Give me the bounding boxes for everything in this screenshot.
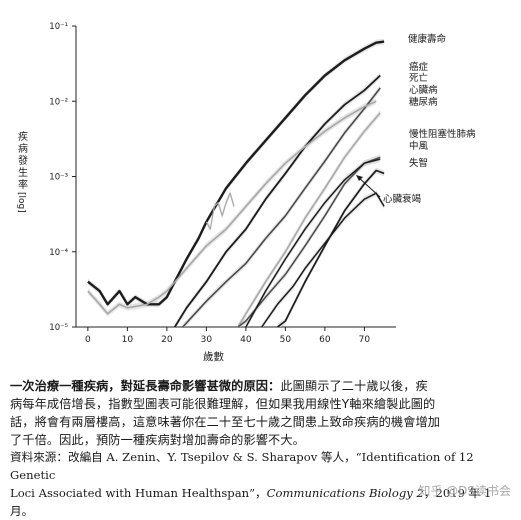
- series-band: [174, 72, 381, 327]
- series-label-7: 失智: [409, 157, 428, 169]
- x-axis-label: 歲數: [203, 350, 224, 363]
- caption-line-2: 病每年成倍增長，指數型圖表可能很難理解，但如果我用線性Y軸來繪製此圖的: [10, 397, 436, 411]
- series-label-1: 癌症: [409, 61, 429, 73]
- annotation-arrow-line: [357, 176, 381, 198]
- y-tick-label: 10⁻⁵: [49, 323, 68, 333]
- annotation-arrow-head: [356, 175, 363, 181]
- source-journal: Communications Biology 2: [266, 486, 424, 500]
- series-band: [87, 98, 377, 317]
- x-tick-label: 70: [359, 335, 371, 345]
- y-tick-label: 10⁻¹: [49, 22, 68, 32]
- y-tick-label: 10⁻²: [49, 97, 68, 107]
- series-label-4: 糖尿病: [409, 96, 438, 108]
- series-line-2: [182, 87, 381, 327]
- x-tick-label: 40: [240, 335, 252, 345]
- series-label-0: 健康壽命: [408, 33, 447, 45]
- series-label-8: 心臟衰竭: [383, 193, 421, 205]
- series-band: [182, 85, 381, 327]
- x-tick-label: 0: [85, 335, 91, 345]
- series-line-0: [87, 40, 385, 306]
- series-line-unlabeled: [205, 192, 235, 230]
- watermark: 知乎 @DS读书会: [418, 484, 511, 498]
- caption-line-1: 此圖顯示了二十歲以後，疾: [280, 379, 428, 393]
- series-line-5: [237, 156, 381, 327]
- series-line-8: [261, 192, 385, 327]
- confidence-bands: [87, 38, 385, 327]
- y-axis-scale-label: [log]: [16, 192, 26, 213]
- y-axis-label: 疾病發生率: [16, 130, 28, 191]
- caption-line-3: 話，將會有兩層樓高，這意味著你在二十至七十歲之間患上致命疾病的機會增加: [10, 415, 441, 429]
- caption-lead: 一次治療一種疾病，對延長壽命影響甚微的原因：: [10, 379, 281, 393]
- series-lines: [87, 40, 385, 327]
- series-line-6: [245, 158, 381, 327]
- caption-line-4: 了千倍。因此，預防一種疾病對增加壽命的影響不大。: [10, 433, 305, 447]
- series-label-6: 中風: [409, 140, 429, 152]
- source-line-1: 資料來源：改編自 A. Zenin、Y. Tsepilov & S. Shara…: [10, 450, 474, 482]
- series-band: [87, 38, 385, 308]
- x-tick-label: 10: [122, 335, 134, 345]
- source-line-2: Loci Associated with Human Healthspan”，: [10, 486, 267, 500]
- x-tick-label: 50: [280, 335, 292, 345]
- series-label-3: 心臟病: [409, 84, 438, 96]
- series-band: [238, 109, 381, 327]
- chart-svg: 10⁻⁵ 10⁻⁴ 10⁻³ 10⁻² 10⁻¹ 0 10 20 30 40 50 60 70 健康壽命…: [16, 22, 477, 363]
- series-line-1: [174, 74, 381, 327]
- chart-figure: 10⁻⁵ 10⁻⁴ 10⁻³ 10⁻² 10⁻¹ 0 10 20 30 40 50 60 70 健康壽命…: [16, 22, 477, 363]
- x-tick-label: 20: [161, 335, 173, 345]
- series-label-5: 慢性阻塞性肺病: [409, 128, 476, 140]
- axes: 10⁻⁵ 10⁻⁴ 10⁻³ 10⁻² 10⁻¹ 0 10 20 30 40 50 60 70: [49, 22, 396, 345]
- figure-caption: 一次治療一種疾病，對延長壽命影響甚微的原因：此圖顯示了二十歲以後，疾 病每年成倍…: [10, 377, 510, 449]
- y-tick-label: 10⁻³: [49, 173, 68, 183]
- series-label-2: 死亡: [409, 72, 428, 84]
- x-tick-label: 30: [201, 335, 213, 345]
- series-line-7: [276, 169, 385, 327]
- y-tick-label: 10⁻⁴: [49, 248, 68, 258]
- series-line-4: [87, 100, 377, 315]
- figure-source: 資料來源：改編自 A. Zenin、Y. Tsepilov & S. Shara…: [10, 448, 510, 520]
- series-line-3: [237, 112, 381, 327]
- x-tick-label: 60: [319, 335, 331, 345]
